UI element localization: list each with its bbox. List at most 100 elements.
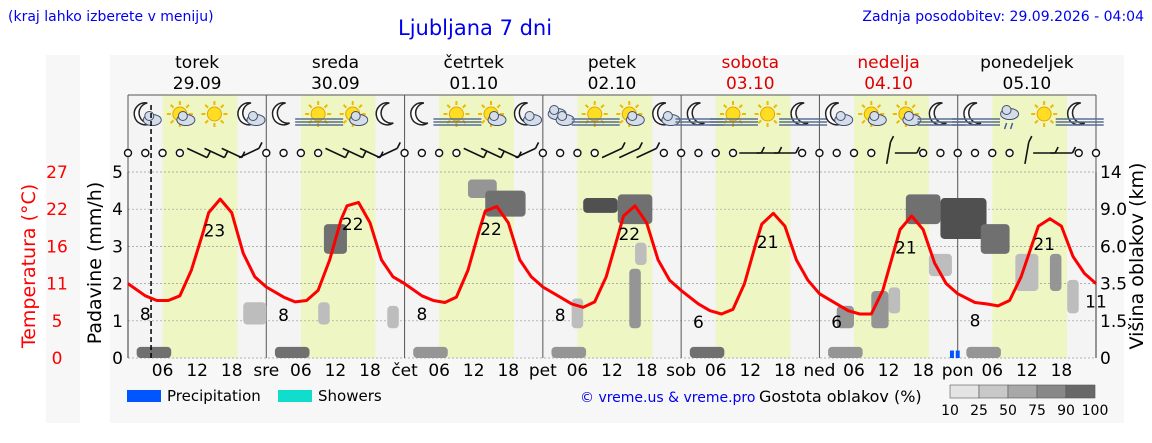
cloud-icon (547, 105, 575, 126)
cloud-puff (835, 111, 846, 121)
wind-barb (894, 146, 921, 154)
wind-calm-marker (832, 148, 841, 158)
hour-tick-label: 18 (497, 361, 519, 381)
night-band (266, 95, 301, 358)
temp-tick-label: 0 (52, 349, 63, 369)
sun-disc (310, 106, 326, 122)
wind-barb-tick (500, 151, 505, 159)
grid-lines (127, 94, 1097, 359)
sun-ray (220, 104, 225, 109)
cloud-height-tick-label: 0 (1100, 349, 1111, 369)
density-scale-label: 90 (1057, 403, 1075, 419)
hour-tick-label: 06 (981, 361, 1003, 381)
day-short-label: ned (803, 361, 835, 381)
wind-calm-marker (659, 148, 669, 158)
sun-fog-icon (295, 101, 344, 127)
wind-calm-marker (711, 148, 720, 158)
cloud-block (1015, 253, 1039, 292)
day-short-label: čet (391, 361, 418, 381)
wind-calm-marker (1005, 148, 1014, 158)
temp-tick-label: 16 (46, 237, 68, 257)
hour-tick-label: 06 (705, 361, 727, 381)
hour-tick-label: 06 (843, 361, 865, 381)
day-date: 05.10 (1003, 74, 1052, 94)
cloud-puff (177, 111, 188, 121)
sun-ray (723, 104, 728, 109)
sun-ray (757, 104, 762, 109)
moon-icon (410, 102, 429, 126)
cloud-height-tick-label: 1.5 (1100, 312, 1127, 332)
night-band (790, 95, 820, 358)
wind-barb (636, 141, 661, 159)
moon-cloud-icon (652, 102, 681, 126)
wind-barb-shaft (221, 147, 243, 159)
weather-icons-row (133, 101, 1104, 130)
sun-ray (342, 104, 348, 109)
cloud-block (966, 346, 1001, 358)
hour-tick-label: 12 (739, 361, 761, 381)
wind-barb (238, 141, 263, 159)
wind-calm-marker (123, 148, 133, 158)
day-short-label: pet (529, 361, 557, 381)
cloud-block (940, 198, 987, 239)
day-band (439, 95, 515, 358)
wind-calm-marker (728, 148, 738, 158)
hour-tick-label: 18 (774, 361, 796, 381)
sun-fog-icon (571, 101, 620, 127)
moon-icon (271, 102, 290, 126)
wind-barb (1050, 146, 1077, 154)
sun-ray (634, 104, 640, 109)
temp-data-label: 8 (278, 306, 289, 326)
sun-ray (220, 119, 225, 124)
temp-data-label: 21 (895, 238, 917, 258)
wind-calm-marker (936, 148, 945, 158)
wind-barb-tick (396, 141, 401, 149)
sun-ray (496, 104, 501, 109)
sun-ray (204, 119, 209, 124)
wind-barb-tick (534, 141, 540, 149)
night-band (681, 95, 716, 358)
day-name: sreda (312, 53, 359, 73)
legend-swatch-precipitation (127, 390, 161, 402)
sun-ray (876, 104, 882, 109)
cloud-puff (489, 111, 499, 121)
precip-bar (955, 350, 960, 358)
sun-ray (861, 119, 866, 124)
hour-tick-label: 12 (601, 361, 623, 381)
sun-ray (481, 119, 486, 124)
density-swatch (978, 384, 1009, 399)
cloud-block (243, 302, 267, 325)
sun-ray (895, 119, 901, 124)
temp-data-label: 8 (555, 306, 566, 326)
wind-barb-shaft (342, 147, 364, 159)
moon-shape (375, 102, 394, 126)
sun-ray (1034, 119, 1039, 124)
temp-data-label: 21 (1033, 235, 1055, 255)
rain-drop (1009, 122, 1014, 130)
density-swatch (1007, 384, 1038, 399)
axes: 5432102722161150149.06.03.51.50Temperatu… (18, 105, 1148, 381)
density-scale-label: 50 (999, 403, 1017, 419)
day-short-label: sre (253, 361, 279, 381)
legend-swatch-showers (278, 390, 312, 402)
hour-tick-label: 06 (567, 361, 589, 381)
sun-ray (738, 104, 743, 109)
sun-cloud-icon (892, 101, 922, 127)
cloud-puff (524, 111, 535, 121)
cloud-block (980, 224, 1010, 254)
wind-barb (325, 147, 350, 159)
cloud-block (387, 305, 399, 329)
wind-calm-marker (1074, 148, 1083, 158)
wind-barb-tick (889, 135, 895, 143)
wind-row (123, 135, 1101, 164)
wind-calm-marker (918, 148, 928, 158)
day-name: ponedeljek (980, 53, 1074, 73)
cloud-block (413, 346, 448, 358)
day-date: 03.10 (726, 74, 775, 94)
wind-barb-tick (223, 151, 229, 159)
sun-ray (600, 104, 605, 109)
cloud-puff (549, 105, 560, 115)
cloud-puff (903, 111, 914, 121)
cloud-puff (557, 111, 568, 121)
sun-ray (911, 104, 916, 109)
